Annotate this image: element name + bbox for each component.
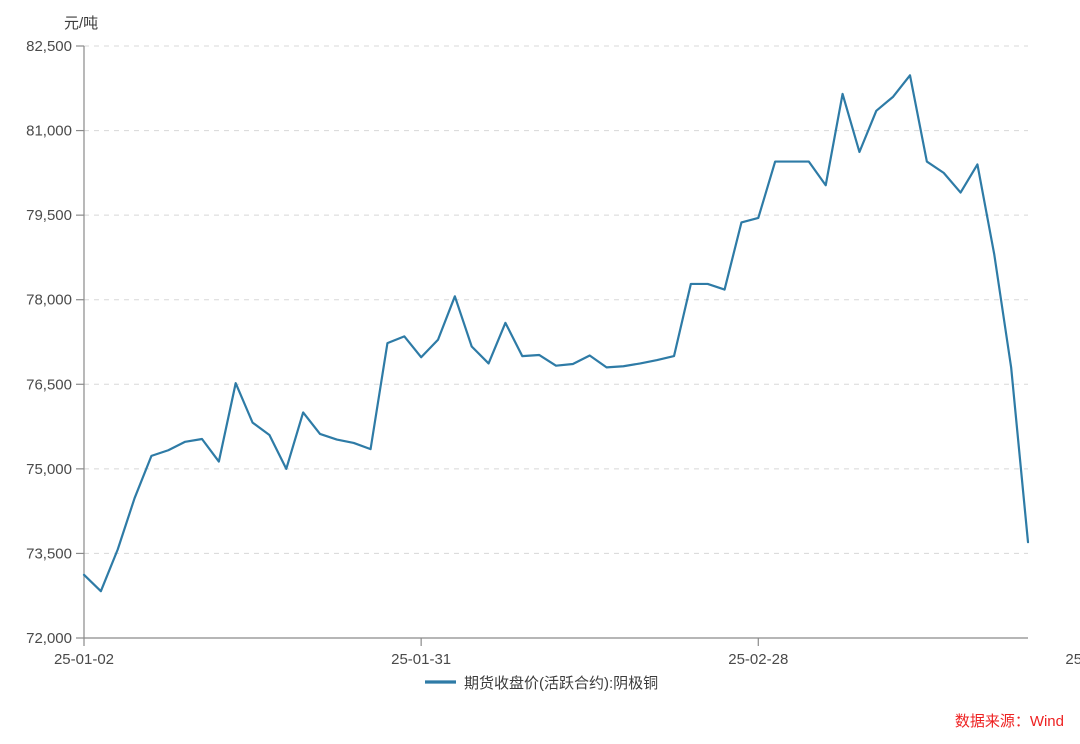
- x-tick-label: 25-03-31: [1065, 651, 1080, 668]
- y-tick-label: 78,000: [26, 292, 72, 309]
- axis-lines: [83, 46, 1028, 639]
- y-axis-ticks: 72,000 73,500 75,000 76,500 78,000 79,500 81,0…: [26, 38, 84, 647]
- y-axis-unit-label: 元/吨: [64, 15, 98, 32]
- y-tick-label: 82,500: [26, 38, 72, 55]
- y-tick-label: 72,000: [26, 630, 72, 647]
- data-series-group: [82, 74, 1030, 593]
- data-source-label: 数据来源：Wind: [955, 713, 1064, 730]
- series-line-0: [82, 74, 1030, 593]
- y-tick-label: 75,000: [26, 461, 72, 478]
- y-tick-label: 79,500: [26, 207, 72, 224]
- chart-legend: 期货收盘价(活跃合约):阴极铜: [425, 674, 658, 692]
- y-tick-label: 76,500: [26, 376, 72, 393]
- y-tick-label: 73,500: [26, 545, 72, 562]
- x-tick-label: 25-01-02: [54, 651, 114, 668]
- legend-item-label: 期货收盘价(活跃合约):阴极铜: [464, 674, 658, 692]
- x-tick-label: 25-02-28: [728, 651, 788, 668]
- y-tick-label: 81,000: [26, 123, 72, 140]
- grid-lines: [84, 45, 1028, 639]
- x-tick-label: 25-01-31: [391, 651, 451, 668]
